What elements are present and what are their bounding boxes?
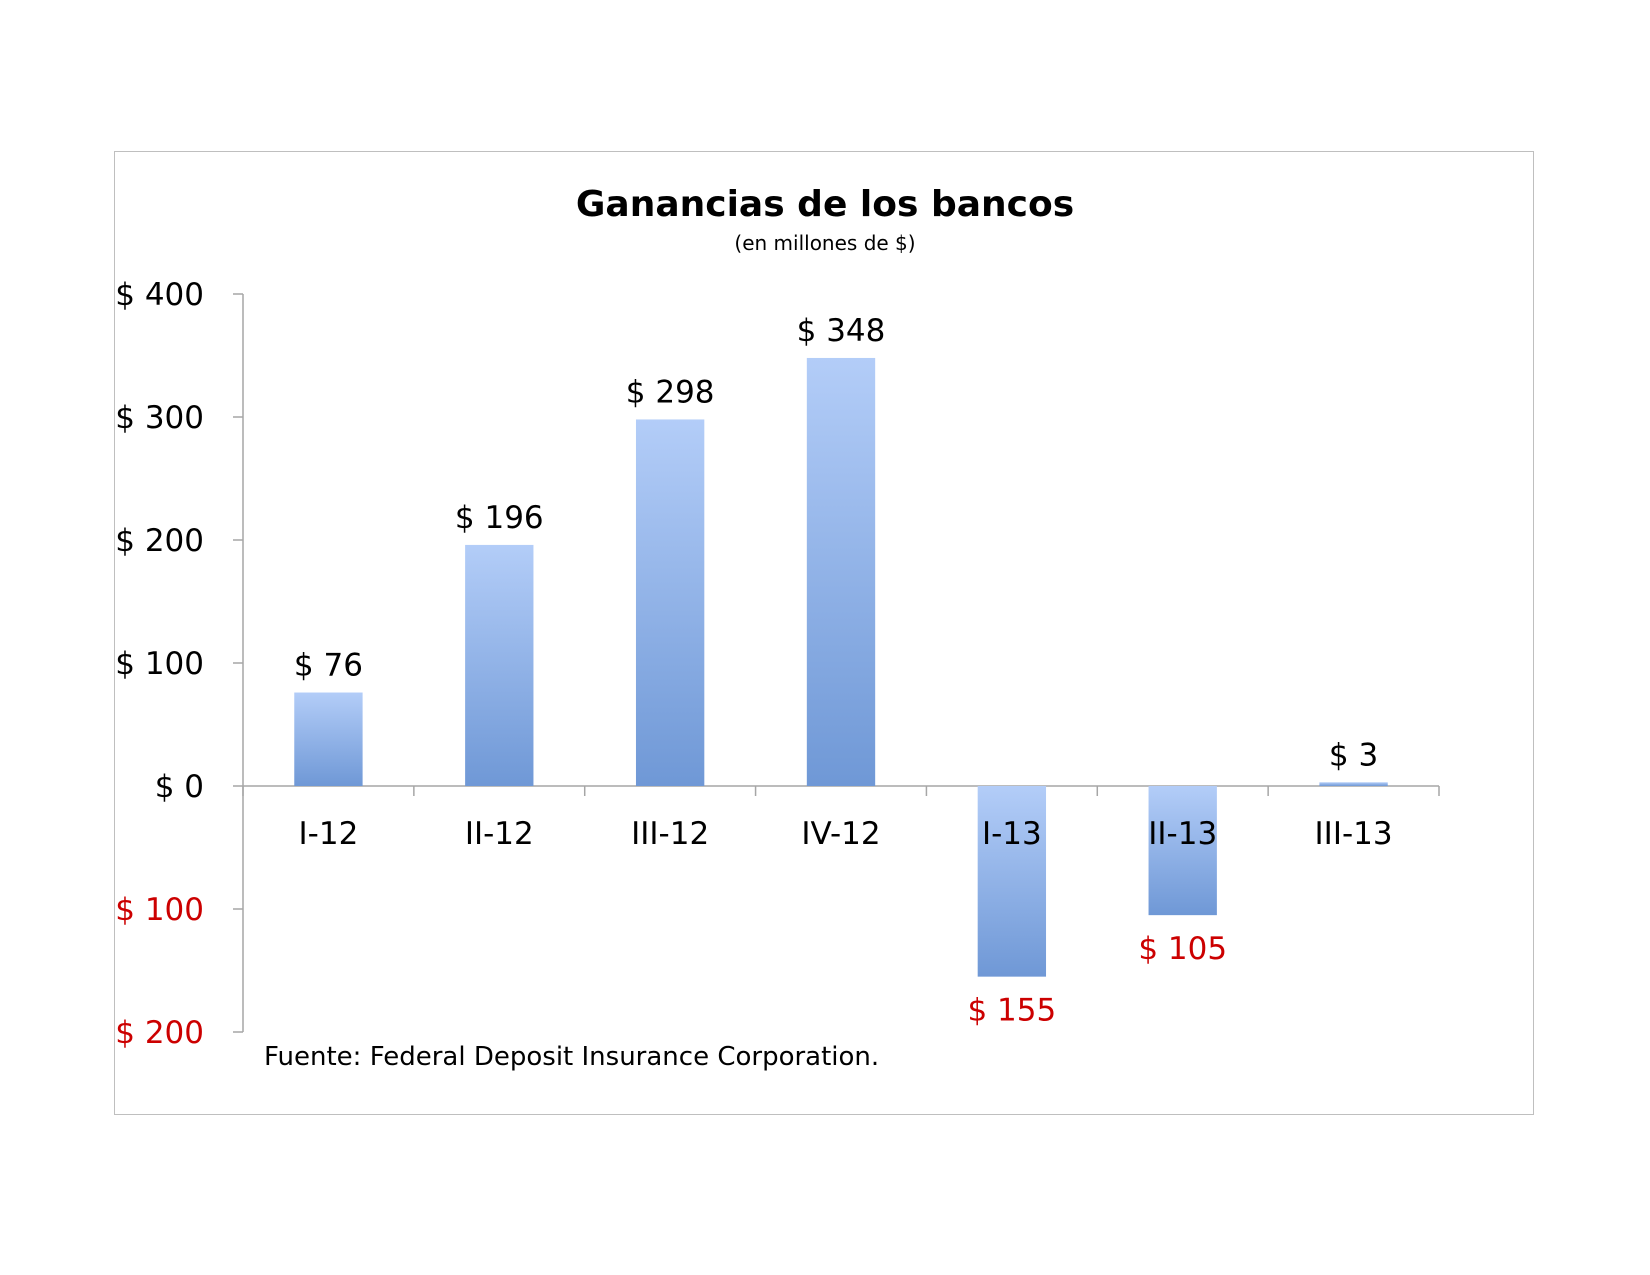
chart-title: Ganancias de los bancos [576,184,1074,225]
y-tick-label: $ 200 [115,1015,204,1051]
bar [465,544,534,786]
chart-frame: Ganancias de los bancos (en millones de … [114,151,1534,1115]
category-label: I-12 [299,816,359,852]
y-tick-label: $ 400 [115,277,204,313]
y-tick-label: $ 100 [115,646,204,682]
bar [294,692,363,786]
data-label: $ 105 [1138,931,1227,967]
category-label: II-13 [1148,816,1217,852]
bar [635,419,705,786]
y-tick-label: $ 0 [155,769,204,805]
category-label: I-13 [982,816,1042,852]
y-tick-label: $ 100 [115,892,204,928]
bar [806,357,876,786]
category-label: III-13 [1315,816,1393,852]
data-label: $ 196 [455,500,544,536]
bar [1319,782,1388,786]
y-tick-label: $ 300 [115,400,204,436]
category-label: IV-12 [801,816,880,852]
chart-svg: Ganancias de los bancos (en millones de … [115,184,1440,1072]
bar [977,786,1047,977]
y-tick-label: $ 200 [115,523,204,559]
chart-subtitle: (en millones de $) [734,231,915,255]
data-label: $ 3 [1329,737,1378,773]
data-label: $ 155 [967,993,1056,1029]
data-label: $ 76 [294,648,363,684]
bar [1148,786,1217,916]
plot-layer: $ 400 $ 300 $ 200 $ 100 $ 0 $ 100 $ 200 I-12 $ 7… [115,277,1440,1051]
category-label: II-12 [465,816,534,852]
source-note: Fuente: Federal Deposit Insurance Corpor… [264,1042,879,1072]
data-label: $ 348 [797,313,886,349]
data-label: $ 298 [626,374,715,410]
category-label: III-12 [631,816,709,852]
